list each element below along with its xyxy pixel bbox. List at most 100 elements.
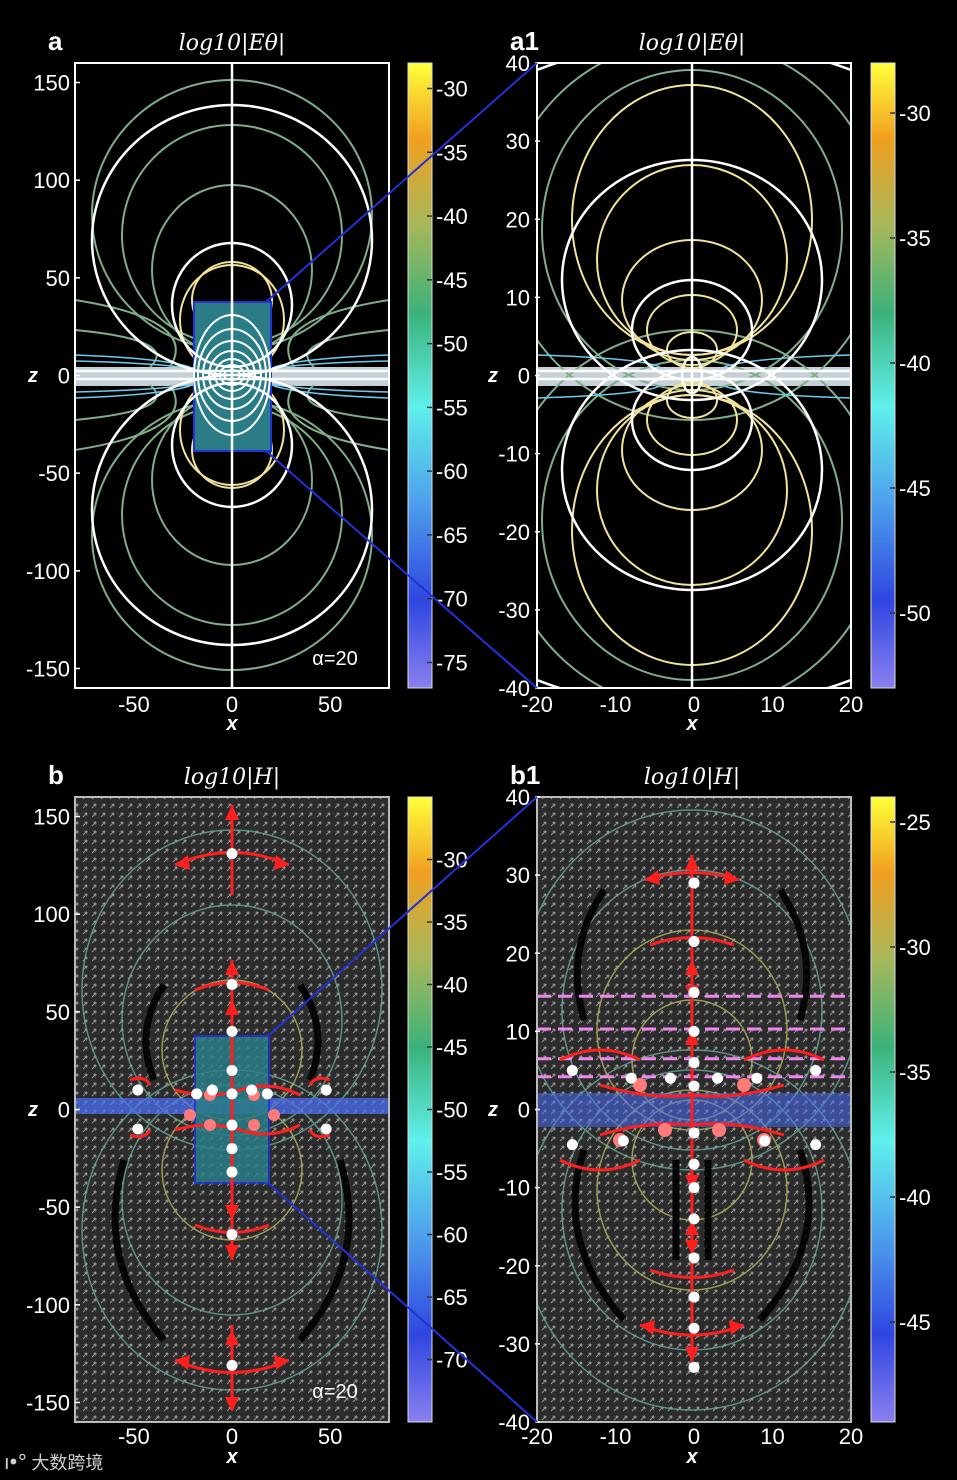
null-point — [320, 1084, 332, 1096]
colorbar-tick-label: -45 — [436, 268, 468, 293]
y-tick-label: 150 — [33, 71, 70, 96]
y-tick-label: 0 — [58, 1098, 70, 1123]
x-tick-label: 0 — [688, 1424, 700, 1449]
null-point — [810, 1064, 822, 1076]
null-point — [226, 1064, 238, 1076]
panel-title: log10|H| — [644, 765, 740, 790]
y-tick-label: 100 — [33, 902, 70, 927]
watermark-logo-icon: ı•° — [4, 1450, 27, 1474]
colorbar-tick-label: -40 — [436, 204, 468, 229]
null-point — [688, 1291, 700, 1303]
null-point — [226, 1088, 238, 1100]
y-tick-label: -40 — [498, 676, 530, 701]
x-axis-label: x — [685, 1446, 698, 1468]
colorbar-tick-label: -40 — [899, 351, 931, 376]
null-point — [226, 1025, 238, 1037]
vector-field — [537, 797, 851, 1422]
colorbar-tick-label: -50 — [899, 601, 931, 626]
colorbar-tick-label: -45 — [436, 1035, 468, 1060]
y-tick-label: 10 — [506, 1019, 530, 1044]
colorbar-tick-label: -70 — [436, 1348, 468, 1373]
null-point — [625, 1072, 637, 1084]
panel-title: log10|H| — [184, 765, 280, 790]
null-point — [688, 1025, 700, 1037]
panel-title: log10|Eθ| — [179, 31, 286, 56]
colorbar-tick-label: -55 — [436, 395, 468, 420]
y-tick-label: -10 — [498, 442, 530, 467]
colorbar — [870, 796, 896, 1423]
colorbar-tick-label: -70 — [436, 587, 468, 612]
null-point — [206, 1084, 218, 1096]
y-tick-label: 50 — [46, 266, 70, 291]
null-point — [320, 1123, 332, 1135]
y-tick-label: 20 — [506, 941, 530, 966]
null-point — [226, 1359, 238, 1371]
y-tick-label: 0 — [518, 1098, 530, 1123]
null-point — [688, 1080, 700, 1092]
colorbar-tick-label: -30 — [899, 935, 931, 960]
null-point — [566, 1139, 578, 1151]
x-tick-label: 0 — [226, 1424, 238, 1449]
y-axis-label: z — [487, 1099, 498, 1121]
x-tick-label: 10 — [760, 1424, 784, 1449]
x-tick-label: -10 — [600, 692, 632, 717]
y-tick-label: 30 — [506, 863, 530, 888]
colorbar-tick-label: -45 — [899, 1310, 931, 1335]
colorbar-tick-label: -35 — [899, 1060, 931, 1085]
zoom-connector-line — [265, 450, 538, 689]
y-tick-label: 30 — [506, 129, 530, 154]
y-tick-label: -150 — [26, 1390, 70, 1415]
panel-label: b1 — [510, 760, 540, 790]
y-tick-label: -150 — [26, 656, 70, 681]
null-point — [688, 1158, 700, 1170]
panel-label: b — [48, 760, 64, 790]
y-tick-label: -100 — [26, 1293, 70, 1318]
null-point — [810, 1139, 822, 1151]
panel-title: log10|Eθ| — [639, 31, 746, 56]
null-point — [759, 1135, 771, 1147]
y-tick-label: 0 — [518, 364, 530, 389]
x-tick-label: 20 — [839, 692, 863, 717]
null-point — [688, 1182, 700, 1194]
null-point — [566, 1064, 578, 1076]
null-point — [688, 1057, 700, 1069]
null-point — [751, 1072, 763, 1084]
null-point — [226, 1166, 238, 1178]
null-point — [688, 1322, 700, 1334]
colorbar-tick-label: -60 — [436, 1223, 468, 1248]
colorbar — [870, 62, 896, 689]
null-point — [688, 1127, 700, 1139]
null-point — [688, 1252, 700, 1264]
x-tick-label: -20 — [521, 1424, 553, 1449]
colorbar-tick-label: -65 — [436, 523, 468, 548]
null-point — [712, 1072, 724, 1084]
colorbar-tick-label: -30 — [436, 77, 468, 102]
colorbar-tick-label: -50 — [436, 332, 468, 357]
x-tick-label: -50 — [118, 692, 150, 717]
colorbar-tick-label: -55 — [436, 1160, 468, 1185]
x-axis-label: x — [685, 713, 698, 735]
y-tick-label: -10 — [498, 1176, 530, 1201]
x-tick-label: -50 — [118, 1424, 150, 1449]
zoom-connector-line — [265, 62, 538, 303]
y-tick-label: -30 — [498, 1332, 530, 1357]
panel-b1: b1 log10|H| — [487, 760, 931, 1468]
x-tick-label: 20 — [839, 1424, 863, 1449]
y-tick-label: -30 — [498, 598, 530, 623]
panel-b: b log10|H| — [26, 760, 468, 1468]
null-point — [688, 986, 700, 998]
colorbar-tick-label: -35 — [899, 226, 931, 251]
colorbar-tick-label: -30 — [899, 101, 931, 126]
colorbar-tick-label: -60 — [436, 459, 468, 484]
colorbar-tick-label: -25 — [899, 810, 931, 835]
null-point — [261, 1088, 273, 1100]
contour-field — [75, 63, 389, 688]
y-tick-label: -50 — [38, 461, 70, 486]
null-point — [246, 1084, 258, 1096]
colorbar-tick-label: -35 — [436, 910, 468, 935]
y-tick-label: -50 — [38, 1195, 70, 1220]
null-point — [132, 1123, 144, 1135]
y-tick-label: -20 — [498, 520, 530, 545]
contour-field — [537, 63, 851, 688]
